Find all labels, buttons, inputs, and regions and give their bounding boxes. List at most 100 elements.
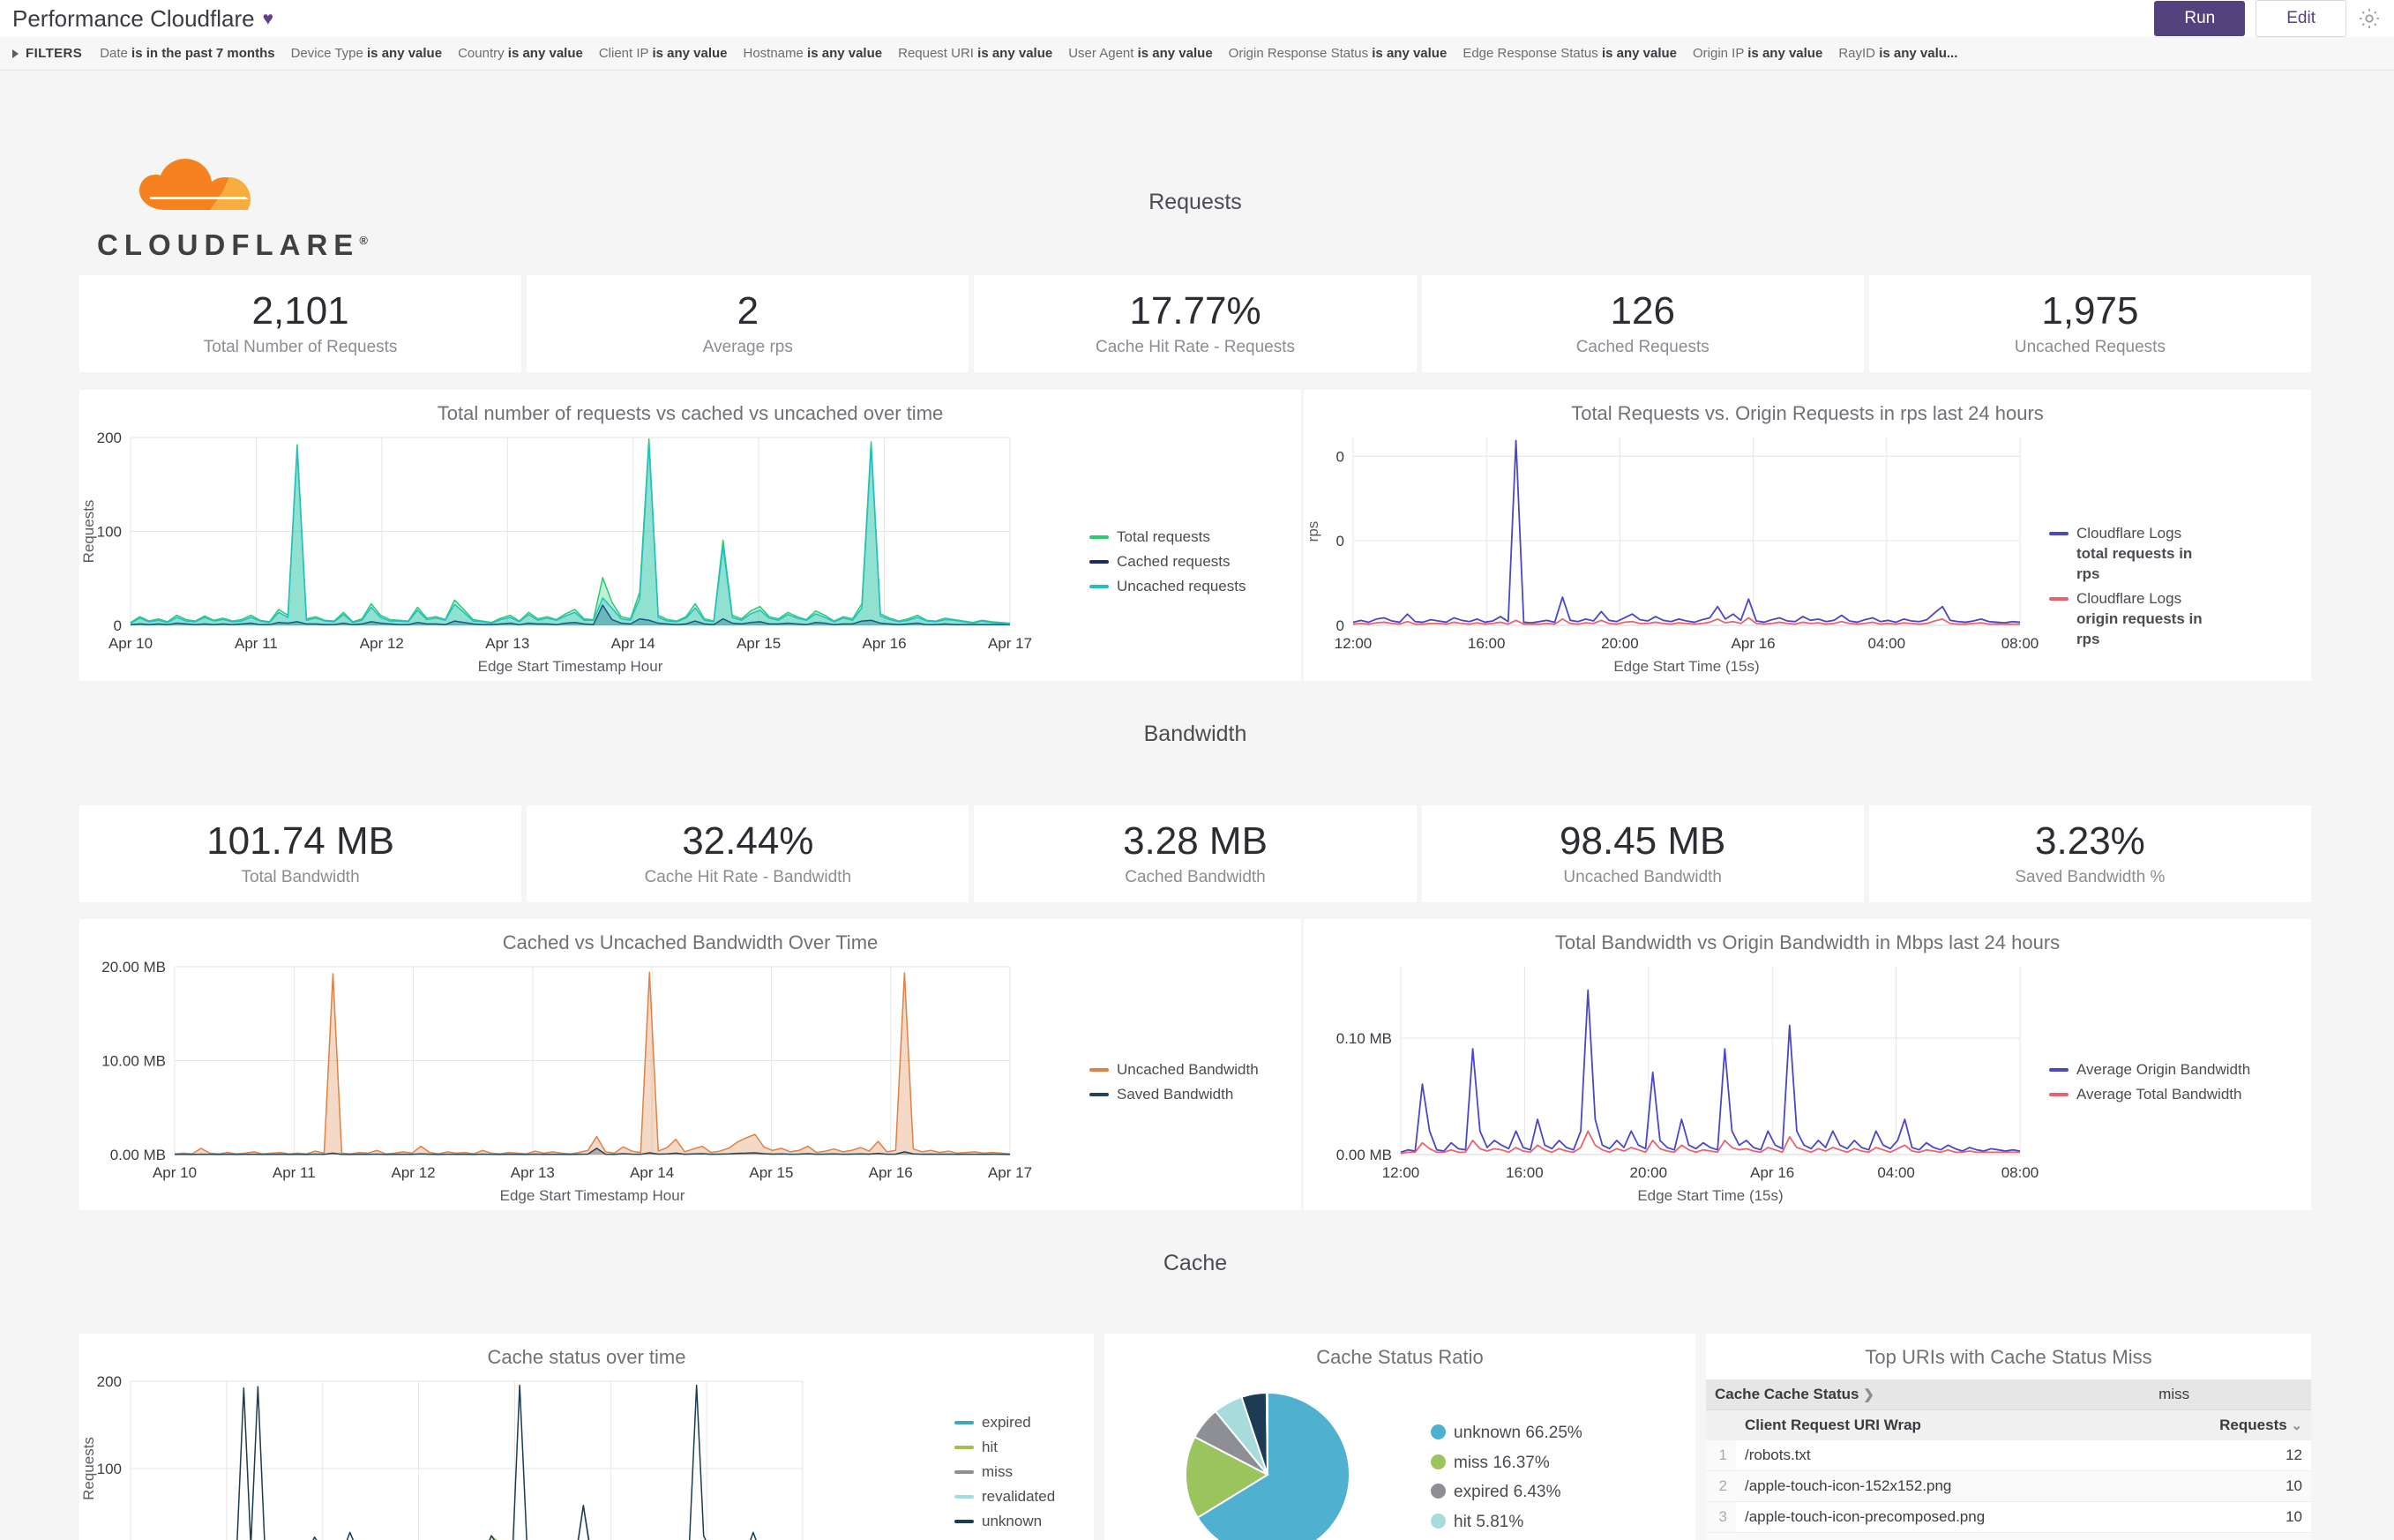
legend-item[interactable]: Average Total Bandwidth (2049, 1085, 2250, 1105)
legend-label: expired (982, 1414, 1031, 1431)
pie-slice[interactable] (1185, 1435, 1270, 1519)
row-uri[interactable]: /apple-touch-icon.png (1736, 1532, 2151, 1540)
table-row[interactable]: 1/robots.txt 12 (1706, 1440, 2311, 1471)
legend-dot-icon (1431, 1513, 1446, 1529)
panel-title-requests-vs-origin-rps: Total Requests vs. Origin Requests in rp… (1571, 402, 2044, 424)
table-column-header-row: Client Request URI Wrap Requests ⌄ (1706, 1409, 2311, 1440)
row-uri[interactable]: /apple-touch-icon-precomposed.png (1736, 1501, 2151, 1533)
kpi-cached-requests: 126 Cached Requests (1421, 275, 1864, 372)
filter-user-agent[interactable]: User Agent is any value (1068, 46, 1213, 61)
svg-text:12:00: 12:00 (1382, 1164, 1420, 1181)
filter-country[interactable]: Country is any value (458, 46, 583, 61)
gear-icon[interactable] (2357, 6, 2382, 31)
legend-item[interactable]: Cached requests (1089, 552, 1246, 572)
svg-text:04:00: 04:00 (1868, 635, 1906, 652)
svg-text:16:00: 16:00 (1506, 1164, 1544, 1181)
legend-item[interactable]: Uncached Bandwidth (1089, 1060, 1259, 1080)
legend-label: hit (982, 1438, 998, 1455)
svg-text:Requests: Requests (80, 1437, 97, 1500)
chart-requests-vs-origin-rps[interactable]: 0 0 0 12:00 16:00 20:00 Apr 16 04:00 08:00 rps Edg… (1304, 425, 2311, 681)
table-group-header[interactable]: Cache Cache Status ❯ (1706, 1379, 2151, 1410)
svg-text:0: 0 (114, 617, 122, 634)
filter-origin-ip[interactable]: Origin IP is any value (1693, 46, 1823, 61)
panel-title-bandwidth-vs-origin: Total Bandwidth vs Origin Bandwidth in M… (1554, 931, 2061, 953)
legend-item[interactable]: Average Origin Bandwidth (2049, 1060, 2250, 1080)
pie-slice[interactable] (1196, 1391, 1350, 1540)
svg-text:Edge Start Time (15s): Edge Start Time (15s) (1637, 1187, 1783, 1204)
top-bar: Performance Cloudflare ♥ Run Edit (0, 0, 2394, 37)
run-button[interactable]: Run (2154, 1, 2246, 36)
legend-item[interactable]: Total requests (1089, 527, 1246, 548)
chart-requests-over-time[interactable]: 0 100 200 Apr 10 Apr 11 Apr 12 Apr 13 Apr 14 Apr… (79, 425, 1301, 681)
dashboard-canvas: CLOUDFLARE® Requests 2,101 Total Number … (0, 71, 2394, 1540)
legend-swatch-icon (1089, 559, 1109, 564)
filter-rayid[interactable]: RayID is any valu... (1838, 46, 1958, 61)
legend-item[interactable]: unknown 66.25% (1431, 1422, 1588, 1445)
filters-toggle[interactable]: FILTERS (12, 46, 82, 61)
filter-client-ip[interactable]: Client IP is any value (598, 46, 728, 61)
kpi-average-rps: 2 Average rps (527, 275, 969, 372)
edit-button[interactable]: Edit (2256, 0, 2346, 37)
legend-item[interactable]: Cloudflare Logs origin requests in rps (2049, 589, 2209, 650)
table-row[interactable]: 3/apple-touch-icon-precomposed.png 10 (1706, 1501, 2311, 1533)
legend-swatch-icon (1089, 535, 1109, 539)
legend-label: Cloudflare Logs origin requests in rps (2076, 589, 2203, 647)
row-requests: 10 (2150, 1532, 2311, 1540)
svg-text:100: 100 (97, 524, 122, 541)
legend-item[interactable]: updating (954, 1536, 1055, 1540)
table-col-requests[interactable]: Requests ⌄ (2150, 1409, 2311, 1440)
chart-bandwidth-vs-origin[interactable]: 0.00 MB 0.10 MB 12:00 16:00 20:00 Apr 16 04:00… (1304, 954, 2311, 1210)
row-index: 4 (1706, 1532, 1736, 1540)
filter-device-type[interactable]: Device Type is any value (290, 46, 443, 61)
svg-text:Apr 11: Apr 11 (273, 1164, 316, 1181)
svg-text:Apr 14: Apr 14 (611, 635, 655, 652)
kpi-uncached-requests: 1,975 Uncached Requests (1868, 275, 2312, 372)
table-row[interactable]: 2/apple-touch-icon-152x152.png 10 (1706, 1470, 2311, 1502)
legend-item[interactable]: hit 5.81% (1431, 1511, 1588, 1534)
cloudflare-cloud-icon (139, 159, 251, 210)
panel-title-bandwidth-over-time: Cached vs Uncached Bandwidth Over Time (502, 931, 879, 953)
legend-label: revalidated (982, 1487, 1056, 1505)
heart-icon[interactable]: ♥ (262, 8, 274, 29)
legend-item[interactable]: hit (954, 1438, 1055, 1458)
row-requests: 10 (2150, 1470, 2311, 1502)
legend-item[interactable]: Cloudflare Logs total requests in rps (2049, 524, 2209, 585)
chart-bandwidth-over-time[interactable]: 0.00 MB 10.00 MB 20.00 MB Apr 10 Apr 11 Apr 1… (79, 954, 1301, 1210)
section-title-requests: Requests (1148, 190, 1242, 214)
kpi-cache-hit-rate-bandwidth: 32.44% Cache Hit Rate - Bandwidth (527, 805, 969, 902)
legend-item[interactable]: unknown (954, 1512, 1055, 1532)
filter-request-uri[interactable]: Request URI is any value (898, 46, 1053, 61)
legend-label: updating (982, 1536, 1039, 1540)
table-head: Cache Cache Status ❯ miss Client Request… (1706, 1379, 2311, 1440)
legend-label: miss 16.37% (1454, 1453, 1550, 1472)
table-col-uri[interactable]: Client Request URI Wrap (1736, 1409, 2151, 1440)
filter-edge-response-status[interactable]: Edge Response Status is any value (1463, 46, 1677, 61)
filter-hostname[interactable]: Hostname is any value (743, 46, 883, 61)
legend-label: Uncached requests (1117, 577, 1246, 594)
legend-item[interactable]: miss 16.37% (1431, 1452, 1588, 1475)
kpi-cached-bandwidth: 3.28 MB Cached Bandwidth (974, 805, 1417, 902)
legend-item[interactable]: revalidated (954, 1487, 1055, 1507)
pie-slice[interactable] (1265, 1391, 1268, 1476)
panel-bandwidth-vs-origin: Total Bandwidth vs Origin Bandwidth in M… (1304, 919, 2311, 1210)
row-index: 1 (1706, 1440, 1736, 1471)
legend-item[interactable]: miss (954, 1462, 1055, 1483)
filter-date[interactable]: Date is in the past 7 months (100, 46, 275, 61)
legend-item[interactable]: expired 6.43% (1431, 1481, 1588, 1504)
legend-item[interactable]: Saved Bandwidth (1089, 1085, 1259, 1105)
svg-text:Apr 10: Apr 10 (108, 635, 153, 652)
filter-origin-response-status[interactable]: Origin Response Status is any value (1228, 46, 1448, 61)
svg-text:0.00 MB: 0.00 MB (1336, 1147, 1392, 1163)
legend-label: Average Total Bandwidth (2076, 1085, 2242, 1103)
legend-requests_vs_origin_rps: Cloudflare Logs total requests in rps Clo… (2049, 524, 2209, 654)
legend-item[interactable]: expired (954, 1413, 1055, 1433)
legend-cache-status-ratio: unknown 66.25% miss 16.37% expired 6.43% hi… (1431, 1422, 1588, 1540)
kpi-cache-hit-rate-requests: 17.77% Cache Hit Rate - Requests (974, 275, 1417, 372)
svg-text:Requests: Requests (80, 500, 97, 564)
chart-cache-status-ratio[interactable] (1104, 1369, 1695, 1540)
row-uri[interactable]: /robots.txt (1736, 1440, 2151, 1471)
legend-item[interactable]: Uncached requests (1089, 577, 1246, 597)
row-uri[interactable]: /apple-touch-icon-152x152.png (1736, 1470, 2151, 1502)
